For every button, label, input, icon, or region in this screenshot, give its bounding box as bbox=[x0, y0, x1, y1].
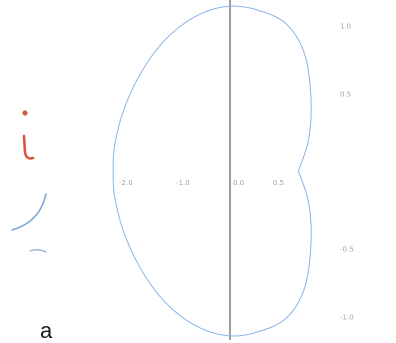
annotation-scribble-blue bbox=[29, 249, 47, 253]
x-tick-label: 0.0 bbox=[233, 179, 244, 187]
y-tick-label: -0.5 bbox=[340, 246, 354, 254]
tick-layer: -2.0 -1.0 0.0 0.5 1.0 0.5 -0.5 -1.0 bbox=[119, 23, 354, 322]
annotation-arc-blue bbox=[11, 193, 47, 231]
y-tick-label: -1.0 bbox=[340, 314, 354, 322]
x-tick-label: -2.0 bbox=[119, 179, 133, 187]
y-tick-label: 0.5 bbox=[340, 90, 351, 98]
annotation-stroke-red bbox=[22, 134, 35, 160]
x-tick-label: 0.5 bbox=[273, 179, 284, 187]
y-tick-label: 1.0 bbox=[340, 23, 351, 31]
panel-label: a bbox=[40, 318, 53, 343]
left-annotation-marks bbox=[11, 110, 47, 253]
x-tick-label: -1.0 bbox=[176, 179, 190, 187]
curve-series-0 bbox=[112, 5, 312, 337]
curve-layer bbox=[112, 5, 312, 337]
annotation-dot-red bbox=[22, 110, 28, 116]
